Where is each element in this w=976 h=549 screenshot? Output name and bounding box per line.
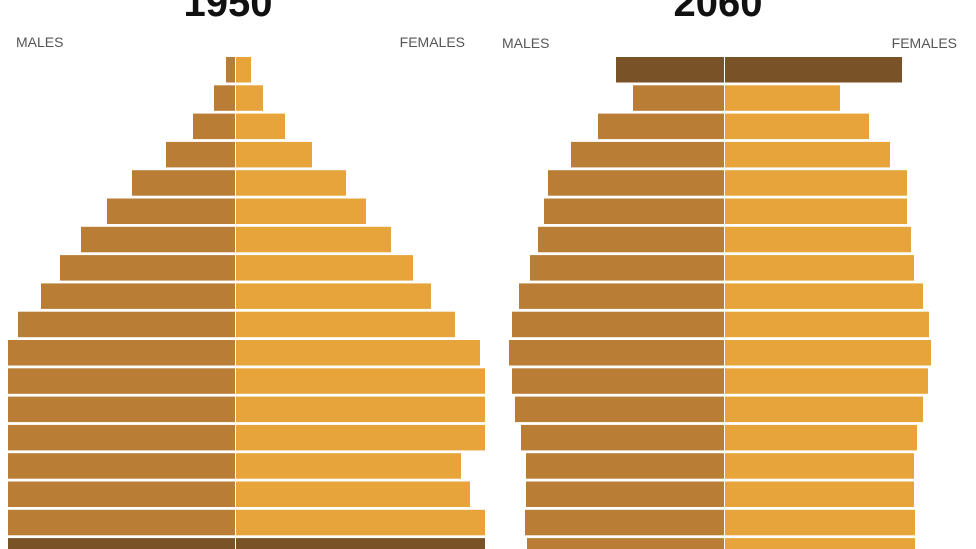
legend-label: FEMALES (400, 34, 465, 50)
male-bar (538, 226, 724, 253)
female-bar (236, 198, 366, 224)
legend-label: FEMALES (892, 35, 957, 51)
male-bar (526, 481, 724, 507)
female-bar (236, 396, 485, 423)
male-bar (519, 283, 724, 309)
male-bar (515, 396, 724, 423)
male-bar (8, 538, 235, 549)
female-bar (725, 255, 914, 281)
male-bar (8, 396, 235, 423)
male-bar (526, 453, 724, 479)
male-bar (633, 85, 724, 111)
female-bar (236, 255, 413, 281)
female-bar (236, 509, 485, 536)
male-bar (107, 198, 235, 224)
female-bar (236, 170, 346, 196)
male-bar (512, 311, 724, 338)
female-bar (725, 509, 915, 536)
female-bar (725, 113, 869, 140)
female-bar (236, 424, 485, 451)
female-bar (725, 481, 914, 507)
male-bar (512, 368, 724, 394)
male-bar (8, 453, 235, 479)
male-bar (8, 509, 235, 536)
legend-label: MALES (16, 34, 63, 50)
male-bar (598, 113, 724, 140)
male-bar (166, 141, 235, 168)
male-bar (571, 141, 724, 168)
female-bar (236, 311, 455, 338)
chart-title: 1950 (184, 0, 273, 25)
female-bar (236, 57, 251, 83)
female-bar (236, 85, 263, 111)
male-bar (81, 226, 235, 253)
male-bar (8, 340, 235, 366)
male-bar (525, 509, 724, 536)
male-bar (41, 283, 235, 309)
female-bar (725, 226, 911, 253)
male-bar (616, 57, 724, 83)
female-bar (725, 170, 907, 196)
male-bar (226, 57, 235, 83)
female-bar (236, 226, 391, 253)
female-bar (236, 453, 461, 479)
female-bar (725, 283, 923, 309)
female-bar (725, 368, 928, 394)
female-bar (236, 141, 312, 168)
female-bar (236, 481, 470, 507)
female-bar (236, 368, 485, 394)
female-bar (725, 424, 917, 451)
male-bar (60, 255, 235, 281)
chart-title: 2060 (674, 0, 763, 25)
female-bar (725, 396, 923, 423)
legend-label: MALES (502, 35, 549, 51)
male-bar (530, 255, 724, 281)
male-bar (214, 85, 235, 111)
female-bar (725, 57, 902, 83)
female-bar (725, 538, 915, 549)
male-bar (8, 368, 235, 394)
female-bar (236, 113, 285, 140)
female-bar (236, 340, 480, 366)
female-bar (725, 311, 929, 338)
male-bar (18, 311, 235, 338)
male-bar (8, 424, 235, 451)
female-bar (725, 85, 840, 111)
male-bar (8, 481, 235, 507)
male-bar (544, 198, 724, 224)
male-bar (527, 538, 724, 549)
male-bar (132, 170, 235, 196)
female-bar (725, 198, 907, 224)
female-bar (725, 340, 931, 366)
female-bar (236, 538, 485, 549)
male-bar (521, 424, 724, 451)
male-bar (548, 170, 724, 196)
female-bar (725, 141, 890, 168)
female-bar (725, 453, 914, 479)
male-bar (509, 340, 724, 366)
female-bar (236, 283, 431, 309)
male-bar (193, 113, 235, 140)
